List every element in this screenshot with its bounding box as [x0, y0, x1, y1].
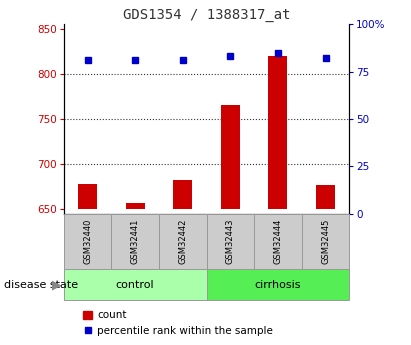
- Text: GSM32444: GSM32444: [273, 219, 282, 264]
- Bar: [111, 214, 159, 269]
- Bar: [302, 214, 349, 269]
- Bar: [316, 185, 335, 209]
- Legend: count, percentile rank within the sample: count, percentile rank within the sample: [79, 306, 277, 340]
- Text: ▶: ▶: [52, 278, 62, 291]
- Bar: [126, 203, 145, 209]
- Text: GSM32440: GSM32440: [83, 219, 92, 264]
- Bar: [78, 184, 97, 209]
- Bar: [268, 56, 287, 209]
- Bar: [159, 214, 206, 269]
- Text: GSM32442: GSM32442: [178, 219, 187, 264]
- Bar: [64, 214, 111, 269]
- Bar: [173, 179, 192, 209]
- Text: GSM32441: GSM32441: [131, 219, 140, 264]
- Bar: [221, 106, 240, 209]
- Text: control: control: [116, 280, 155, 289]
- Text: cirrhosis: cirrhosis: [255, 280, 301, 289]
- Title: GDS1354 / 1388317_at: GDS1354 / 1388317_at: [123, 8, 290, 22]
- Bar: [206, 214, 254, 269]
- Text: GSM32445: GSM32445: [321, 219, 330, 264]
- Bar: [254, 214, 302, 269]
- Text: disease state: disease state: [4, 280, 78, 289]
- Text: GSM32443: GSM32443: [226, 219, 235, 264]
- Bar: [206, 269, 349, 300]
- Bar: [64, 269, 206, 300]
